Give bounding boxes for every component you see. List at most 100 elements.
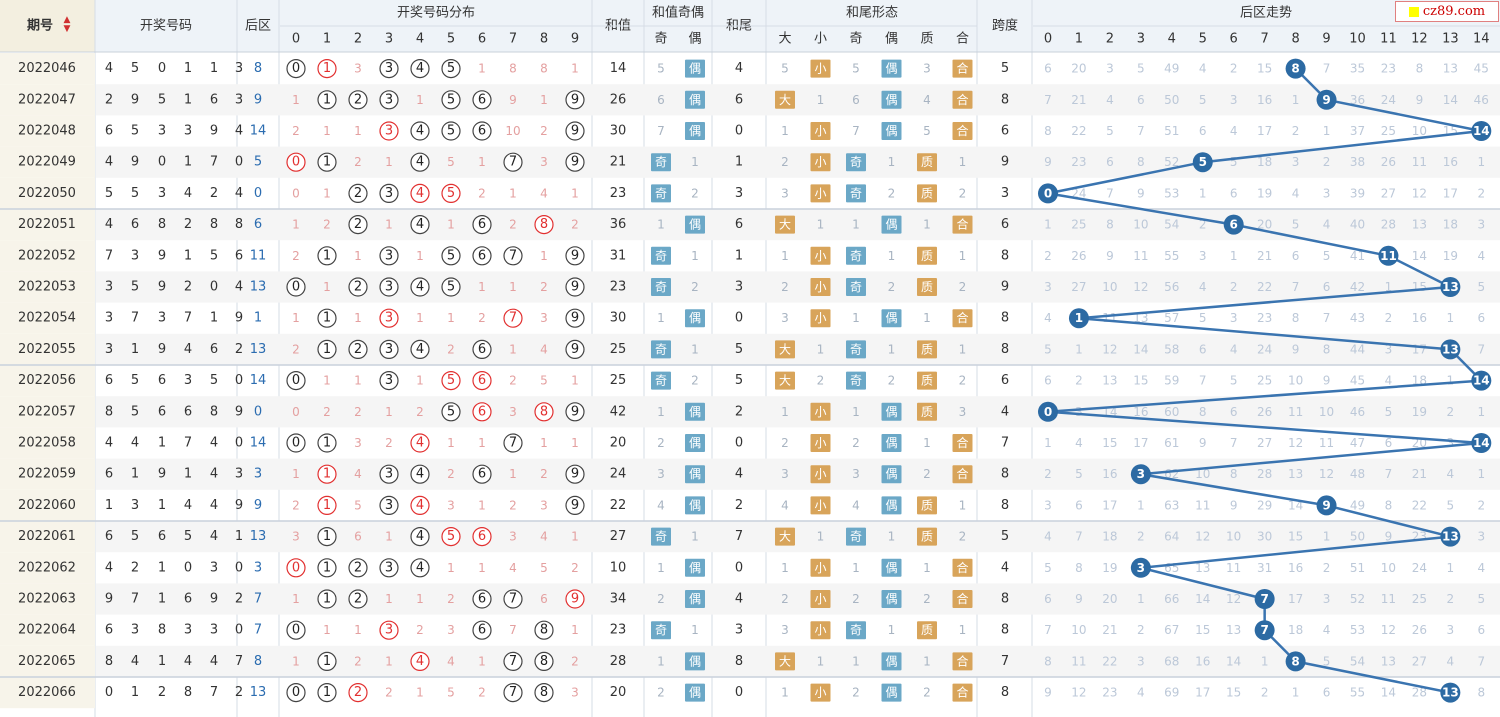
drawn-number: 6 <box>105 373 113 388</box>
drawn-number: 1 <box>210 311 218 326</box>
trend-omission: 7 <box>1385 467 1393 481</box>
tail-form-miss: 1 <box>781 561 789 575</box>
trend-omission: 25 <box>1412 592 1427 606</box>
trend-omission: 1 <box>1477 467 1485 481</box>
drawn-number: 1 <box>158 560 166 575</box>
period-cell: 2022046 <box>18 61 76 76</box>
trend-omission: 12 <box>1195 530 1210 544</box>
drawn-number: 5 <box>131 61 139 76</box>
tail-form-tag-label: 质 <box>921 623 933 637</box>
dist-miss-value: 1 <box>478 62 486 76</box>
trend-omission: 4 <box>1075 436 1083 450</box>
trend-ball-label: 3 <box>1137 561 1145 575</box>
trend-omission: 5 <box>1137 62 1145 76</box>
dist-miss-value: 9 <box>509 93 517 107</box>
tail-form-miss: 2 <box>781 436 789 450</box>
oddeven-tag-label: 偶 <box>689 218 701 232</box>
tail-form-miss: 7 <box>852 124 860 138</box>
trend-omission: 53 <box>1164 186 1179 200</box>
trend-label: 11 <box>1380 32 1397 47</box>
tail-form-miss: 2 <box>817 374 825 388</box>
tail-form-tag-label: 合 <box>956 591 968 606</box>
dist-hit-circle <box>565 495 585 515</box>
sum-cell: 34 <box>610 592 627 607</box>
trend-omission: 4 <box>1323 623 1331 637</box>
dist-hit-value: 9 <box>571 124 579 139</box>
dist-miss-value: 2 <box>354 155 362 169</box>
trend-omission: 5 <box>1230 155 1238 169</box>
sum-cell: 22 <box>610 498 627 513</box>
dist-miss-value: 1 <box>571 374 579 388</box>
trend-line-segment <box>1202 129 1482 164</box>
tail-form-tag-label: 奇 <box>850 249 862 263</box>
trend-omission: 17 <box>1412 342 1427 356</box>
dist-miss-value: 4 <box>354 467 362 481</box>
dist-hit-circle <box>410 526 430 547</box>
drawn-number: 6 <box>105 623 113 638</box>
period-cell: 2022049 <box>18 155 76 170</box>
trend-omission: 4 <box>1106 93 1114 107</box>
tail-form-miss: 1 <box>781 405 789 419</box>
odd-header: 奇 <box>654 31 667 47</box>
dist-hit-circle <box>379 308 399 328</box>
trend-omission: 7 <box>1137 124 1145 138</box>
drawn-number: 1 <box>210 61 218 76</box>
trend-omission: 3 <box>1323 186 1331 200</box>
dist-hit-circle <box>441 277 461 297</box>
sort-down-icon: ▼ <box>64 24 71 34</box>
dist-hit-value: 0 <box>292 280 300 295</box>
drawn-number: 4 <box>210 467 218 482</box>
trend-omission: 2 <box>1044 467 1052 481</box>
tail-form-tag <box>917 402 937 421</box>
dist-hit-value: 0 <box>292 155 300 170</box>
dist-digit-label: 5 <box>447 32 455 47</box>
dist-hit-circle <box>410 339 430 359</box>
dist-hit-value: 4 <box>416 529 424 544</box>
trend-label: 8 <box>1291 32 1299 47</box>
period-cell: 2022061 <box>18 529 76 544</box>
period-cell-bg <box>0 333 95 365</box>
dist-miss-value: 6 <box>540 592 548 606</box>
trend-omission: 20 <box>1257 218 1272 232</box>
trend-omission: 8 <box>1199 405 1207 419</box>
trend-omission: 12 <box>1381 623 1396 637</box>
dist-miss-value: 1 <box>416 93 424 107</box>
drawn-number: 5 <box>131 124 139 139</box>
span-cell: 8 <box>1001 467 1009 482</box>
trend-omission: 25 <box>1071 218 1086 232</box>
dist-hit-circle <box>286 58 306 79</box>
trend-omission: 4 <box>1447 467 1455 481</box>
dist-hit-circle <box>441 183 461 203</box>
drawn-number: 0 <box>235 155 243 170</box>
drawn-number: 5 <box>210 373 218 388</box>
drawn-number: 1 <box>158 436 166 451</box>
dist-hit-circle <box>348 90 368 110</box>
dist-hit-circle <box>348 277 368 297</box>
drawn-number: 7 <box>184 436 192 451</box>
dist-hit-value: 7 <box>509 436 517 451</box>
trend-omission: 59 <box>1164 374 1179 388</box>
period-cell: 2022047 <box>18 92 76 107</box>
tail-cell: 4 <box>735 467 743 482</box>
trend-omission: 4 <box>1199 280 1207 294</box>
drawn-number: 9 <box>105 592 113 607</box>
trend-omission: 67 <box>1164 623 1179 637</box>
dist-miss-value: 2 <box>540 280 548 294</box>
span-cell: 6 <box>1001 217 1009 232</box>
drawn-number: 5 <box>184 529 192 544</box>
dist-hit-circle <box>379 620 399 640</box>
period-cell: 2022051 <box>18 217 76 232</box>
tail-form-tag <box>952 215 973 234</box>
dist-miss-value: 3 <box>509 530 517 544</box>
trend-ball-label: 3 <box>1137 467 1145 481</box>
tail-form-miss: 2 <box>888 374 896 388</box>
oddeven-tag-label: 奇 <box>655 623 667 637</box>
trend-omission: 8 <box>1230 467 1238 481</box>
dist-miss-value: 1 <box>354 311 362 325</box>
trend-omission: 6 <box>1385 436 1393 450</box>
drawn-number: 1 <box>184 155 192 170</box>
drawn-number: 1 <box>184 248 192 263</box>
dist-miss-value: 2 <box>354 405 362 419</box>
trend-omission: 4 <box>1447 654 1455 668</box>
tail-form-miss: 2 <box>959 280 967 294</box>
